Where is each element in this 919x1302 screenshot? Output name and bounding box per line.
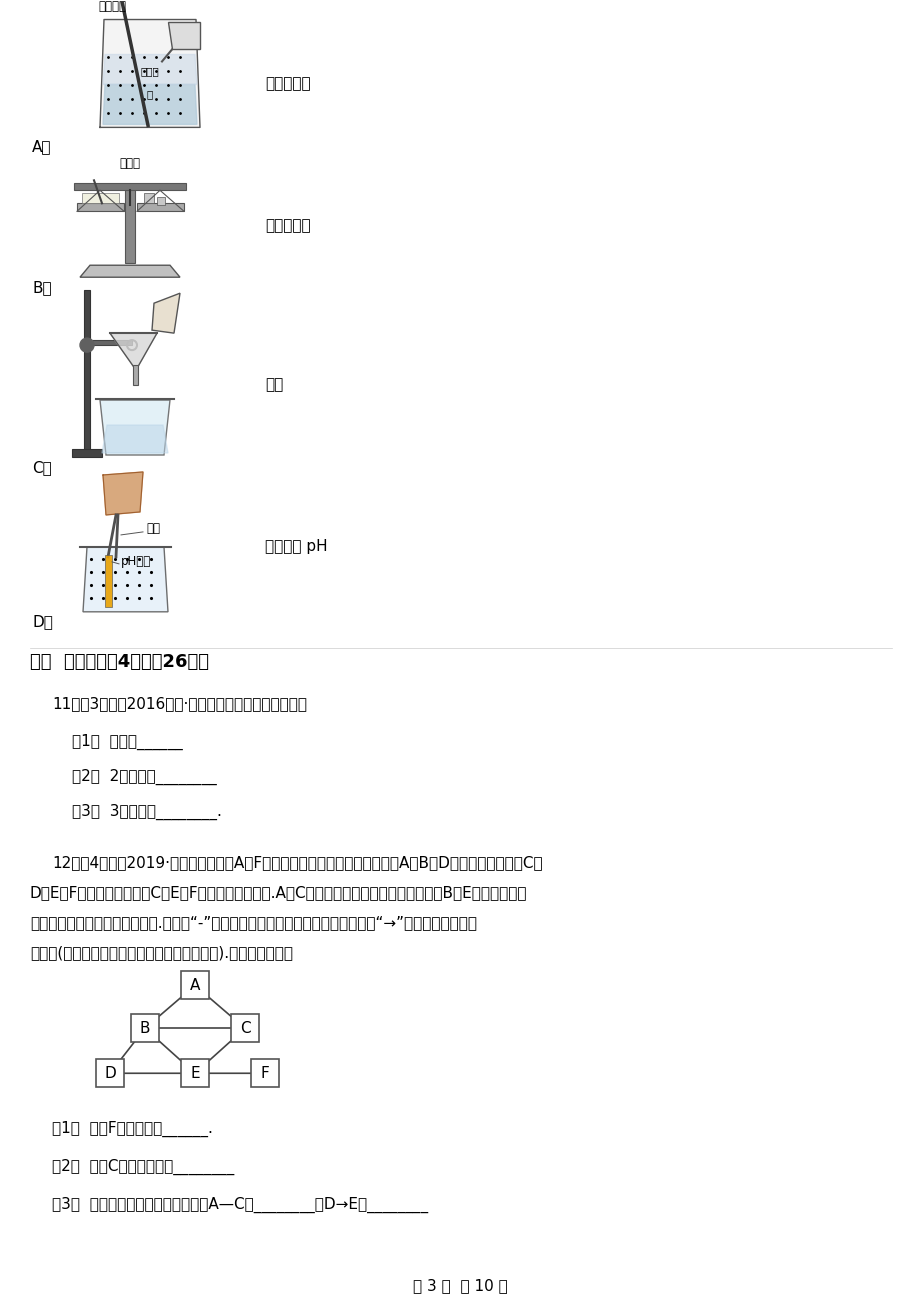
Bar	[137, 203, 184, 211]
Text: D: D	[104, 1066, 116, 1081]
Text: B: B	[140, 1021, 150, 1036]
Bar	[231, 1014, 259, 1043]
Text: （2）  写出C的一种用途：________: （2） 写出C的一种用途：________	[52, 1159, 234, 1176]
Text: 化关系(部分反应物、生成物及反应条件已略去).回答下列问题：: 化关系(部分反应物、生成物及反应条件已略去).回答下列问题：	[30, 945, 292, 961]
Text: 三、  填空题（关4题；內26分）: 三、 填空题（关4题；內26分）	[30, 652, 209, 671]
Bar	[96, 1060, 124, 1087]
Text: （3）  3个钓离子________.: （3） 3个钓离子________.	[72, 803, 221, 820]
Text: 氯化钓: 氯化钓	[119, 158, 141, 171]
Text: E: E	[190, 1066, 199, 1081]
Text: C: C	[240, 1021, 250, 1036]
Polygon shape	[168, 22, 199, 49]
Text: 称取氯化钓: 称取氯化钓	[265, 217, 311, 233]
Bar	[84, 290, 90, 454]
Text: （1）  写出F的化学式：______.: （1） 写出F的化学式：______.	[52, 1121, 212, 1138]
Text: 稀释浓硫酸: 稀释浓硫酸	[265, 76, 311, 91]
Text: D．: D．	[32, 613, 52, 629]
Text: F: F	[260, 1066, 269, 1081]
Text: B．: B．	[32, 280, 51, 296]
Polygon shape	[102, 424, 168, 453]
Text: 不断搔拌: 不断搔拌	[98, 0, 126, 13]
Polygon shape	[152, 293, 180, 333]
Text: A: A	[189, 978, 200, 993]
Bar	[77, 203, 124, 211]
Circle shape	[80, 339, 94, 352]
Bar	[130, 1014, 159, 1043]
Polygon shape	[83, 547, 168, 612]
Polygon shape	[110, 333, 157, 370]
Text: 12．（4分）（2019·郸阳模拟）图中A～F为初中化学常见的六种物质，其中A、B、D含相同的阴离子，C、: 12．（4分）（2019·郸阳模拟）图中A～F为初中化学常见的六种物质，其中A、…	[52, 855, 542, 871]
Bar	[181, 1060, 209, 1087]
Text: D、E、F含有同一种元素，C、E、F是不同类别的物质.A、C之间的反应可用于检验铵态氮肥，B、E之间的反应是: D、E、F含有同一种元素，C、E、F是不同类别的物质.A、C之间的反应可用于检验…	[30, 885, 527, 901]
Bar	[72, 449, 102, 457]
Text: （2）  2个氢原子________: （2） 2个氢原子________	[72, 768, 217, 785]
Text: （1）  氮分子______: （1） 氮分子______	[72, 733, 183, 750]
Bar	[74, 184, 186, 190]
Polygon shape	[80, 266, 180, 277]
Text: 过滤: 过滤	[265, 378, 283, 393]
Text: 实验室制取二氧化碳的反应原理.框图中“-”表示相连的两种物质间能发生化学反应，“→”表示物质间存在转: 实验室制取二氧化碳的反应原理.框图中“-”表示相连的两种物质间能发生化学反应，“…	[30, 915, 476, 931]
Text: C．: C．	[32, 460, 51, 475]
Text: pH试纸: pH试纸	[121, 556, 151, 569]
Bar	[90, 340, 131, 345]
Text: 浓硫酸: 浓硫酸	[141, 66, 159, 77]
Bar	[144, 193, 153, 203]
Text: 水: 水	[147, 90, 153, 99]
Polygon shape	[100, 20, 199, 128]
Bar	[125, 185, 135, 263]
Text: 11．（3分）（2016九上·岳阳期中）用化学符号表示：: 11．（3分）（2016九上·岳阳期中）用化学符号表示：	[52, 695, 307, 711]
Bar	[133, 365, 138, 385]
Polygon shape	[103, 55, 197, 85]
Polygon shape	[103, 85, 197, 125]
Text: 测溶液的 pH: 测溶液的 pH	[265, 539, 327, 555]
Text: A．: A．	[32, 139, 51, 155]
Bar	[251, 1060, 278, 1087]
Bar	[157, 198, 165, 206]
Polygon shape	[100, 400, 170, 454]
Bar	[181, 971, 209, 1000]
Text: （3）  写出下列反应的化学方程式：A—C：________；D→E：________: （3） 写出下列反应的化学方程式：A—C：________；D→E：______…	[52, 1197, 427, 1213]
Bar	[105, 555, 112, 607]
Text: 镊子: 镊子	[146, 522, 160, 535]
Polygon shape	[103, 473, 142, 514]
Text: 第 3 页  八 10 页: 第 3 页 八 10 页	[413, 1279, 506, 1293]
Bar	[82, 193, 119, 203]
